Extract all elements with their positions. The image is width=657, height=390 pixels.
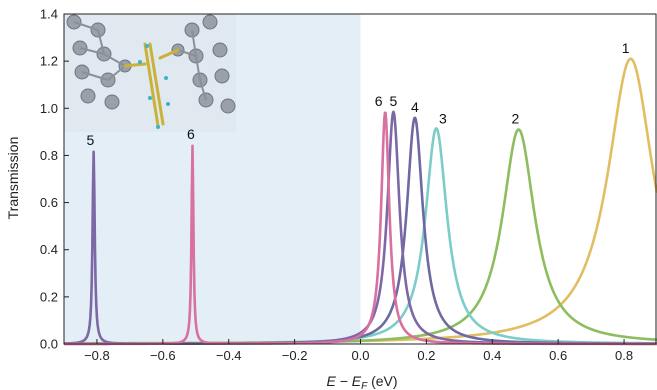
y-tick-label: 1.2 (40, 54, 58, 69)
x-axis-title-unit: (eV) (367, 373, 397, 389)
series-3-label: 3 (439, 111, 447, 127)
y-tick-label: 0.8 (40, 148, 58, 163)
y-tick-label: 0.4 (40, 242, 58, 257)
x-axis-title-main: E − E (326, 373, 361, 389)
y-tick-label: 0.6 (40, 195, 58, 210)
x-axis-title-subscript: F (361, 381, 368, 390)
x-tick-label: 0.4 (483, 348, 501, 363)
x-tick-label: −0.4 (216, 348, 242, 363)
y-tick-label: 1.4 (40, 7, 58, 22)
series-6-label: 6 (375, 93, 383, 109)
y-tick-label: 0.0 (40, 337, 58, 352)
x-tick-label: −0.6 (150, 348, 176, 363)
series-2-label: 2 (511, 111, 519, 127)
series-4-label: 4 (411, 99, 419, 115)
series-5-label: 5 (390, 93, 398, 109)
series-1-label: 1 (622, 40, 630, 56)
series-6-label-2: 6 (187, 126, 195, 142)
x-tick-label: 0.6 (549, 348, 567, 363)
x-tick-label: −0.2 (282, 348, 308, 363)
x-tick-label: 0.8 (615, 348, 633, 363)
x-tick-label: 0.2 (417, 348, 435, 363)
x-axis-title: E − EF (eV) (326, 373, 397, 390)
y-axis-title: Transmission (5, 137, 21, 220)
x-axis: −0.8 −0.6 −0.4 −0.2 0.0 0.2 0.4 0.6 0.8 (84, 339, 633, 363)
molecule-inset-image (64, 14, 236, 132)
y-tick-label: 1.0 (40, 101, 58, 116)
x-tick-label: 0.0 (351, 348, 369, 363)
y-tick-label: 0.2 (40, 289, 58, 304)
series-5-label-2: 5 (86, 132, 94, 148)
y-axis: 0.0 0.2 0.4 0.6 0.8 1.0 1.2 1.4 (40, 7, 69, 352)
x-tick-label: −0.8 (84, 348, 110, 363)
